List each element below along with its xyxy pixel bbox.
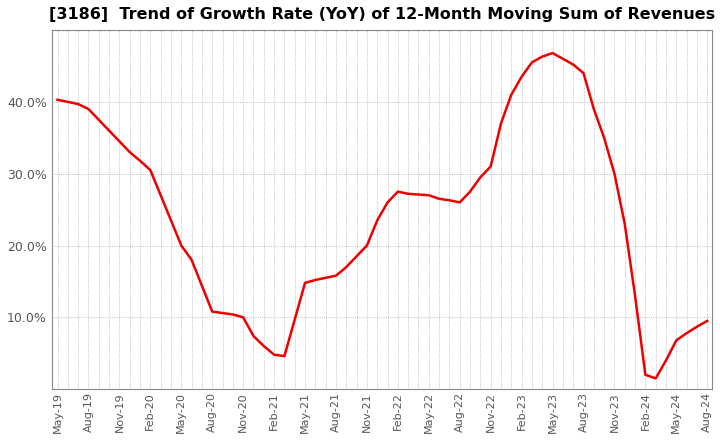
Title: [3186]  Trend of Growth Rate (YoY) of 12-Month Moving Sum of Revenues: [3186] Trend of Growth Rate (YoY) of 12-… [50,7,716,22]
